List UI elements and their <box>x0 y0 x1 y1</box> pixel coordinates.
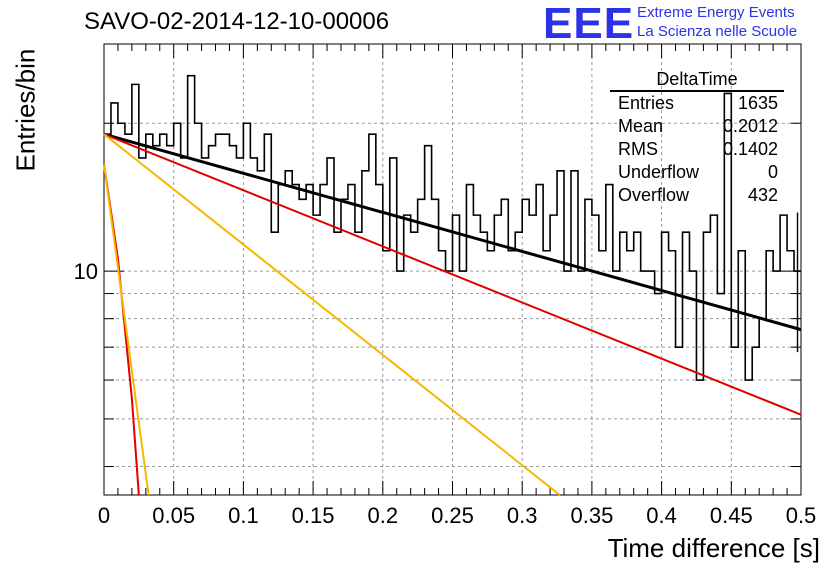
stats-value: 432 <box>747 185 778 205</box>
stats-value: 0.1402 <box>722 139 778 159</box>
stats-row-overflow: Overflow 432 <box>614 184 778 207</box>
x-tick-label: 0.25 <box>431 503 474 528</box>
x-tick-label: 0.3 <box>507 503 538 528</box>
stats-label: RMS <box>618 139 658 159</box>
x-tick-label: 0.4 <box>646 503 677 528</box>
y-axis-label: Entries/bin <box>10 48 41 172</box>
logo-caption-line2: La Scienza nelle Scuole <box>637 23 798 40</box>
logo-caption: Extreme Energy Events La Scienza nelle S… <box>637 3 797 41</box>
x-tick-label: 0.05 <box>152 503 195 528</box>
x-tick-label: 0.5 <box>786 503 817 528</box>
stats-value: 0 <box>767 162 778 182</box>
x-tick-label: 0.15 <box>292 503 335 528</box>
stats-box: DeltaTime Entries 1635 Mean 0.2012 RMS 0.14… <box>610 68 784 207</box>
stats-value: 0.2012 <box>722 116 778 136</box>
tick-labels: 0 0.05 0.1 0.15 0.2 0.25 0.3 0.35 0.4 0.45 0.5 10 <box>74 259 817 528</box>
stats-title: DeltaTime <box>610 68 784 92</box>
stats-row-entries: Entries 1635 <box>614 92 778 115</box>
fit-lines <box>103 132 802 496</box>
stats-row-rms: RMS 0.1402 <box>614 138 778 161</box>
x-axis-label: Time difference [s] <box>607 533 820 563</box>
stats-label: Overflow <box>618 185 690 205</box>
x-tick-label: 0.2 <box>368 503 399 528</box>
fit-line-orange_slow <box>103 133 561 496</box>
x-tick-label: 0.45 <box>710 503 753 528</box>
grid <box>104 44 801 495</box>
stats-row-underflow: Underflow 0 <box>614 161 778 184</box>
stats-row-mean: Mean 0.2012 <box>614 115 778 138</box>
stats-label: Underflow <box>618 162 700 182</box>
stats-label: Mean <box>618 116 664 136</box>
stats-value: 1635 <box>737 93 778 113</box>
axis-ticks <box>103 44 802 495</box>
x-tick-label: 0 <box>98 503 110 528</box>
fit-line-total <box>103 132 802 332</box>
stats-label: Entries <box>618 93 675 113</box>
y-tick-label: 10 <box>74 259 98 284</box>
histogram-line <box>104 74 801 381</box>
x-tick-label: 0.35 <box>570 503 613 528</box>
x-tick-label: 0.1 <box>228 503 259 528</box>
chart-title: SAVO-02-2014-12-10-00006 <box>84 8 390 35</box>
fit-line-red_slow <box>103 133 802 416</box>
fit-line-red_fast <box>103 164 140 496</box>
fit-line-orange_fast <box>103 164 150 496</box>
logo-caption-line1: Extreme Energy Events <box>637 4 795 21</box>
eee-logo: EEE <box>543 0 635 48</box>
